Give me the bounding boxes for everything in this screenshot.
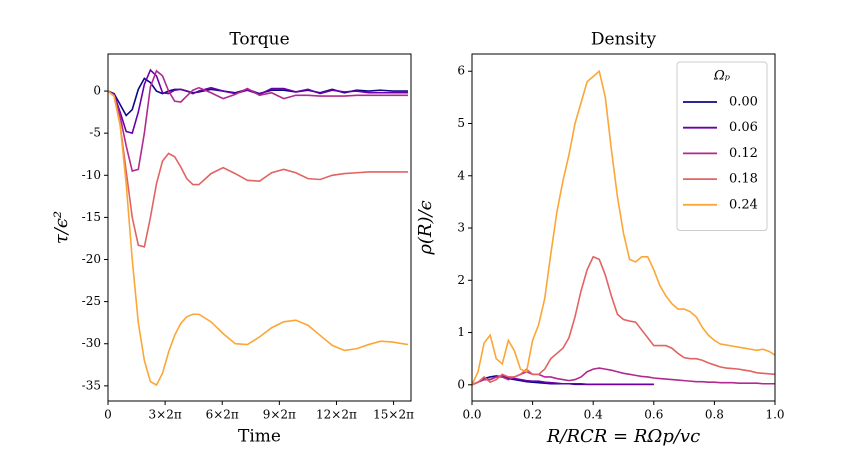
legend-label: 0.24 (729, 197, 758, 212)
series-line (108, 69, 408, 173)
y-tick-label: -35 (82, 378, 101, 392)
x-tick-label: 3×2π (149, 408, 182, 422)
y-tick-label: 1 (457, 325, 465, 339)
series-line (472, 255, 775, 386)
y-tick-label: -10 (82, 168, 101, 182)
legend-box (676, 61, 768, 231)
y-axis-label: ρ(R)/ϵ (415, 200, 436, 255)
y-tick-label: -25 (82, 294, 101, 308)
plot-area (108, 68, 409, 387)
x-tick-label: 0.6 (644, 408, 663, 422)
y-axis-label: τ/ϵ² (51, 211, 72, 244)
y-tick-label: 4 (457, 168, 465, 182)
legend-title: Ωₚ (713, 69, 730, 84)
legend-label: 0.06 (729, 120, 758, 135)
plot-area (472, 69, 775, 386)
x-axis-label: R/RCR = RΩp/vc (546, 426, 700, 447)
x-tick-label: 12×2π (316, 408, 357, 422)
y-tick-label: 2 (457, 273, 465, 287)
legend-label: 0.18 (729, 172, 758, 187)
series-line (108, 90, 408, 248)
x-tick-label: 0.0 (462, 408, 481, 422)
x-tick-label: 15×2π (373, 408, 414, 422)
legend-label: 0.00 (729, 95, 758, 110)
axes-frame (471, 53, 776, 402)
y-tick-label: -20 (82, 252, 101, 266)
y-tick-label: -15 (82, 210, 101, 224)
series-line (472, 69, 775, 386)
x-tick-label: 0.4 (584, 408, 603, 422)
y-tick-label: 5 (457, 116, 465, 130)
x-tick-label: 6×2π (206, 408, 239, 422)
chart-title: Density (591, 30, 657, 50)
series-line (108, 90, 409, 387)
x-tick-label: 0 (104, 408, 112, 422)
y-tick-label: 3 (457, 221, 465, 235)
series-line (108, 68, 408, 135)
y-tick-label: -30 (82, 336, 101, 350)
x-tick-label: 1.0 (765, 408, 784, 422)
axes-frame (107, 53, 412, 402)
x-tick-label: 0.8 (705, 408, 724, 422)
y-tick-label: 6 (457, 64, 465, 78)
y-tick-label: -5 (89, 126, 101, 140)
y-tick-label: 0 (93, 84, 101, 98)
legend-label: 0.12 (729, 146, 758, 161)
x-tick-label: 0.2 (523, 408, 542, 422)
x-tick-label: 9×2π (263, 408, 296, 422)
x-axis-label: Time (238, 427, 281, 447)
series-line (108, 77, 408, 117)
chart-title: Torque (229, 30, 289, 50)
y-tick-label: 0 (457, 377, 465, 391)
